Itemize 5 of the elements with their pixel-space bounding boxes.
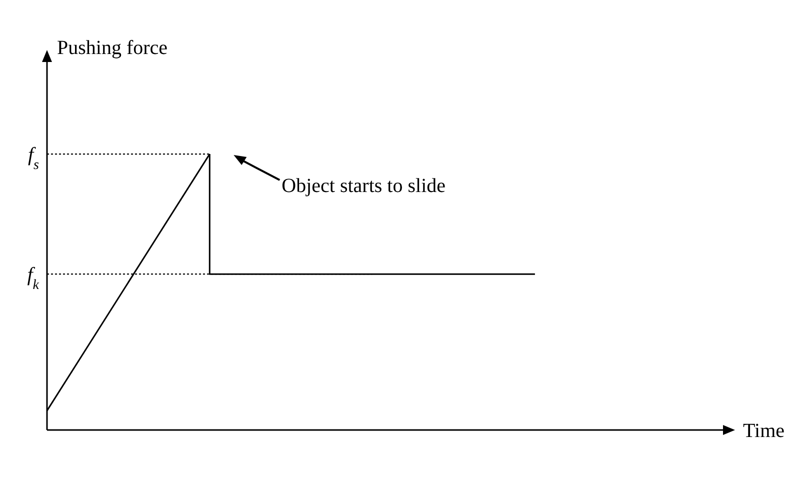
annotation: Object starts to slide — [282, 175, 446, 198]
y-axis-title: Pushing force — [57, 37, 168, 59]
x-axis-title: Time — [743, 420, 785, 442]
ref-line-label: f$_{s}$ — [28, 144, 40, 173]
ref-line-label: f$_{k}$ — [27, 264, 40, 293]
